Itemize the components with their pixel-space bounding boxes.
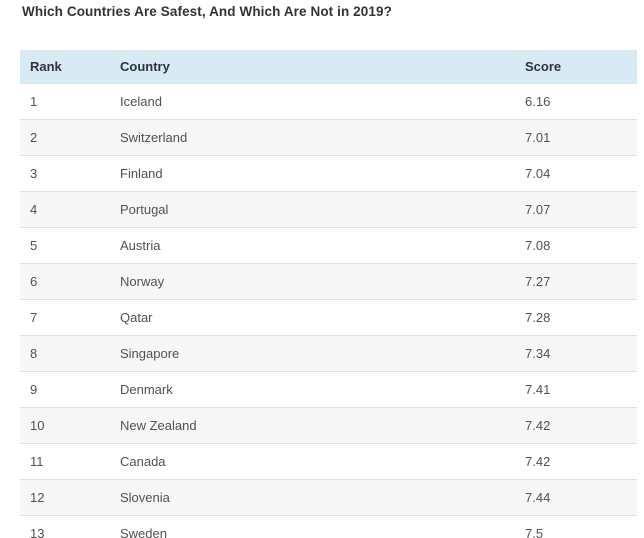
- score-cell: 7.08: [515, 227, 637, 264]
- table-row: 2 Switzerland 7.01: [20, 119, 637, 156]
- score-cell: 7.34: [515, 335, 637, 372]
- page-title: Which Countries Are Safest, And Which Ar…: [22, 4, 392, 19]
- country-cell: Iceland: [110, 83, 515, 120]
- safety-ranking-table: Rank Country Score 1 Iceland 6.16 2 Swit…: [20, 50, 637, 538]
- rank-cell: 1: [20, 83, 110, 120]
- score-cell: 7.41: [515, 371, 637, 408]
- table-row: 11 Canada 7.42: [20, 443, 637, 480]
- table-row: 10 New Zealand 7.42: [20, 407, 637, 444]
- score-cell: 7.27: [515, 263, 637, 300]
- table-row: 13 Sweden 7.5: [20, 515, 637, 538]
- score-cell: 7.5: [515, 515, 637, 538]
- country-cell: Austria: [110, 227, 515, 264]
- table-body: 1 Iceland 6.16 2 Switzerland 7.01 3 Finl…: [20, 83, 637, 538]
- country-cell: Finland: [110, 155, 515, 192]
- rank-cell: 9: [20, 371, 110, 408]
- table-row: 12 Slovenia 7.44: [20, 479, 637, 516]
- country-cell: New Zealand: [110, 407, 515, 444]
- rank-cell: 7: [20, 299, 110, 336]
- table-row: 1 Iceland 6.16: [20, 83, 637, 120]
- column-header-rank: Rank: [20, 50, 110, 84]
- country-cell: Qatar: [110, 299, 515, 336]
- country-cell: Portugal: [110, 191, 515, 228]
- rank-cell: 4: [20, 191, 110, 228]
- column-header-score: Score: [515, 50, 637, 84]
- score-cell: 6.16: [515, 83, 637, 120]
- table-row: 7 Qatar 7.28: [20, 299, 637, 336]
- rank-cell: 10: [20, 407, 110, 444]
- score-cell: 7.42: [515, 443, 637, 480]
- country-cell: Singapore: [110, 335, 515, 372]
- rank-cell: 3: [20, 155, 110, 192]
- score-cell: 7.42: [515, 407, 637, 444]
- score-cell: 7.01: [515, 119, 637, 156]
- score-cell: 7.44: [515, 479, 637, 516]
- table-row: 8 Singapore 7.34: [20, 335, 637, 372]
- score-cell: 7.04: [515, 155, 637, 192]
- score-cell: 7.28: [515, 299, 637, 336]
- country-cell: Slovenia: [110, 479, 515, 516]
- table-row: 6 Norway 7.27: [20, 263, 637, 300]
- country-cell: Denmark: [110, 371, 515, 408]
- rank-cell: 13: [20, 515, 110, 538]
- table-header-row: Rank Country Score: [20, 50, 637, 84]
- rank-cell: 11: [20, 443, 110, 480]
- score-cell: 7.07: [515, 191, 637, 228]
- country-cell: Sweden: [110, 515, 515, 538]
- rank-cell: 5: [20, 227, 110, 264]
- rank-cell: 8: [20, 335, 110, 372]
- rank-cell: 2: [20, 119, 110, 156]
- country-cell: Switzerland: [110, 119, 515, 156]
- table-row: 3 Finland 7.04: [20, 155, 637, 192]
- rank-cell: 12: [20, 479, 110, 516]
- table-row: 9 Denmark 7.41: [20, 371, 637, 408]
- rank-cell: 6: [20, 263, 110, 300]
- country-cell: Canada: [110, 443, 515, 480]
- table-row: 5 Austria 7.08: [20, 227, 637, 264]
- country-cell: Norway: [110, 263, 515, 300]
- column-header-country: Country: [110, 50, 515, 84]
- table-row: 4 Portugal 7.07: [20, 191, 637, 228]
